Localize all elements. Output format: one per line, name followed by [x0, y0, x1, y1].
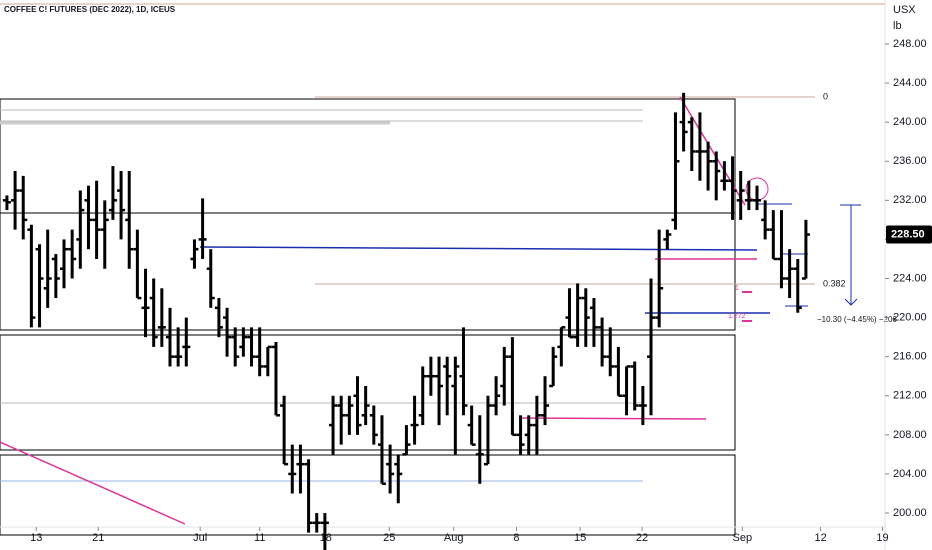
y-tick-label: 240.00 — [893, 116, 927, 128]
y-tick-label: 200.00 — [893, 507, 927, 519]
x-tick-label: 12 — [814, 532, 826, 544]
chart-title: COFFEE C! FUTURES (DEC 2022), 1D, ICEUS — [4, 5, 176, 14]
y-tick-label: 236.00 — [893, 155, 927, 167]
line — [0, 441, 186, 525]
x-tick-label: 15 — [574, 532, 586, 544]
x-tick-label: 8 — [513, 532, 519, 544]
unit-label: lb — [893, 20, 902, 32]
x-tick-label: 21 — [92, 532, 104, 544]
y-tick-label: 232.00 — [893, 194, 927, 206]
y-tick-label: 224.00 — [893, 272, 927, 284]
box — [0, 98, 736, 214]
unit-label: USX — [893, 4, 916, 16]
y-tick-label: 244.00 — [893, 77, 927, 89]
fib-label: 0 — [823, 91, 828, 101]
x-tick-label: Jul — [193, 532, 207, 544]
drawings — [0, 3, 885, 536]
box — [0, 334, 736, 451]
x-tick-label: 13 — [30, 532, 42, 544]
fib-label: 0.382 — [823, 278, 846, 288]
line — [679, 96, 746, 206]
arrow-head — [844, 298, 858, 306]
x-tick-label: Aug — [444, 532, 464, 544]
price-tag-label: 228.50 — [891, 228, 925, 240]
y-tick-label: 248.00 — [893, 38, 927, 50]
fib-label: 1 — [735, 285, 739, 292]
line — [518, 417, 707, 420]
line — [199, 246, 758, 251]
fib-label: 1.272 — [728, 313, 746, 320]
x-tick-label: 25 — [383, 532, 395, 544]
x-tick-label: 22 — [636, 532, 648, 544]
y-tick-label: 208.00 — [893, 429, 927, 441]
box — [0, 454, 736, 536]
y-tick-label: 212.00 — [893, 390, 927, 402]
y-tick-label: 204.00 — [893, 468, 927, 480]
price-tag — [886, 225, 932, 244]
box — [0, 212, 736, 331]
measure-label: −10.30 (−4.45%) −206 — [817, 315, 897, 324]
x-tick-label: Sep — [733, 532, 753, 544]
x-tick-label: 19 — [876, 532, 888, 544]
y-tick-label: 216.00 — [893, 351, 927, 363]
x-tick-label: 11 — [254, 532, 265, 544]
y-tick-label: 220.00 — [893, 311, 927, 323]
